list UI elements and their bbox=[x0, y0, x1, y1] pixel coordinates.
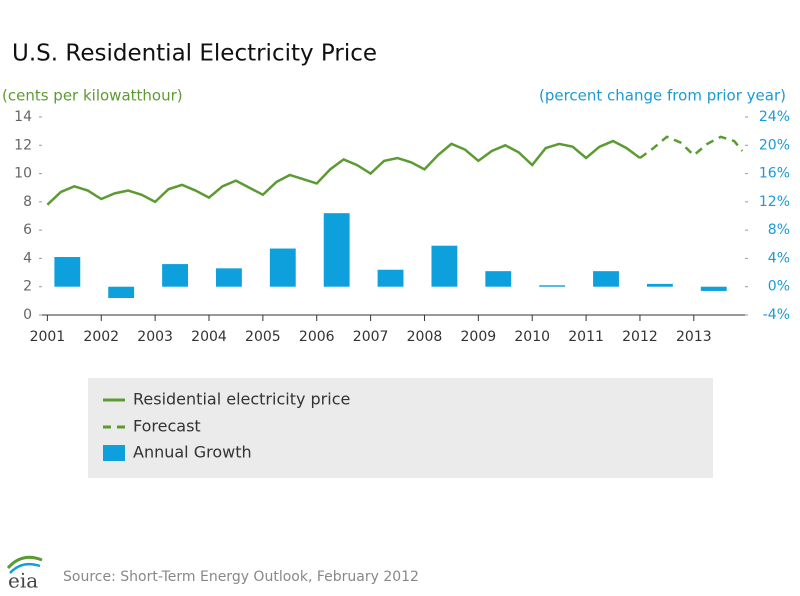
y-tick-label: 0 bbox=[23, 307, 32, 323]
bar bbox=[646, 283, 673, 287]
bar bbox=[323, 213, 350, 287]
x-tick-label: 2011 bbox=[568, 329, 604, 345]
line bbox=[639, 135, 744, 160]
y2-tick-label: 20% bbox=[759, 137, 790, 153]
legend-label: Forecast bbox=[133, 417, 201, 436]
logo: eia bbox=[6, 555, 43, 593]
logo-text: eia bbox=[8, 569, 38, 593]
chart-title: U.S. Residential Electricity Price bbox=[12, 41, 377, 67]
y-tick-label: 2 bbox=[23, 279, 32, 295]
x-tick-label: 2005 bbox=[245, 329, 281, 345]
bar bbox=[269, 248, 296, 287]
x-tick-label: 2012 bbox=[622, 329, 658, 345]
y-tick-label: 4 bbox=[23, 250, 32, 266]
y2-tick-label: 12% bbox=[759, 194, 790, 210]
x-tick-label: 2008 bbox=[407, 329, 443, 345]
y2-tick-label: 4% bbox=[768, 250, 790, 266]
line bbox=[46, 139, 641, 206]
bar bbox=[162, 264, 188, 287]
source: Source: Short-Term Energy Outlook, Febru… bbox=[63, 569, 419, 585]
bar bbox=[593, 271, 619, 287]
bar bbox=[377, 269, 404, 287]
y2-tick-label: 0% bbox=[768, 279, 790, 295]
legend-label: Annual Growth bbox=[133, 443, 252, 462]
legend-box bbox=[88, 378, 713, 478]
y-tick-label: 6 bbox=[23, 222, 32, 238]
x-tick-label: 2013 bbox=[676, 329, 712, 345]
x-tick-label: 2007 bbox=[353, 329, 389, 345]
x-tick-label: 2006 bbox=[299, 329, 335, 345]
x-tick-label: 2001 bbox=[30, 329, 66, 345]
legend-label: Residential electricity price bbox=[133, 390, 350, 409]
y-tick-label: 8 bbox=[23, 194, 32, 210]
x-tick-label: 2004 bbox=[191, 329, 227, 345]
x-tick-label: 2002 bbox=[83, 329, 119, 345]
y2-axis-label: (percent change from prior year) bbox=[539, 87, 786, 105]
y2-tick-label: -4% bbox=[763, 307, 790, 323]
y-tick-label: 14 bbox=[14, 109, 32, 125]
bar bbox=[54, 257, 81, 287]
y-tick-label: 10 bbox=[14, 166, 32, 182]
x-tick-label: 2010 bbox=[514, 329, 550, 345]
y2-tick-label: 8% bbox=[768, 222, 790, 238]
y-tick-label: 12 bbox=[14, 137, 32, 153]
y-axis-label: (cents per kilowatthour) bbox=[2, 87, 183, 105]
bar bbox=[108, 286, 135, 299]
x-tick-label: 2009 bbox=[461, 329, 497, 345]
bar bbox=[700, 286, 727, 291]
y2-tick-label: 24% bbox=[759, 109, 790, 125]
bar bbox=[431, 245, 458, 287]
bar bbox=[485, 271, 512, 287]
bar bbox=[539, 285, 566, 287]
x-tick-label: 2003 bbox=[137, 329, 173, 345]
y2-tick-label: 16% bbox=[759, 166, 790, 182]
bar bbox=[215, 268, 242, 287]
legend-swatch bbox=[103, 445, 125, 461]
